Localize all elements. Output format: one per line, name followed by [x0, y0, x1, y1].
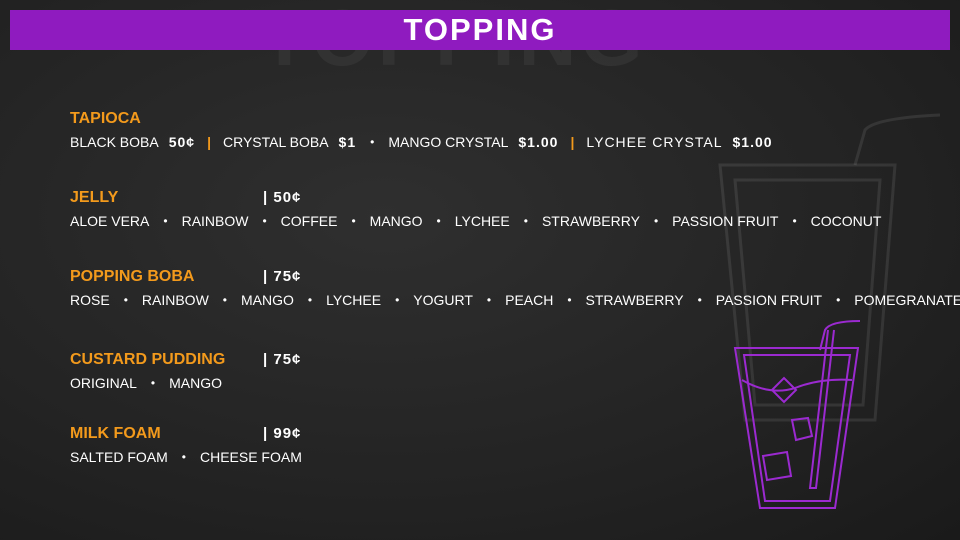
item-price: $1	[338, 134, 357, 150]
item: CRYSTAL BOBA	[222, 134, 329, 150]
item-price: $1.00	[518, 134, 559, 150]
item: MANGO CRYSTAL	[388, 134, 509, 150]
section-jelly: JELLY | 50¢ ALOE VERA • RAINBOW • COFFEE • MANG…	[70, 189, 881, 229]
item: ROSE	[70, 292, 110, 308]
item: RAINBOW	[181, 213, 249, 229]
bullet: •	[222, 293, 227, 307]
bullet: •	[370, 135, 375, 149]
category-price: | 50¢	[263, 189, 302, 206]
section-popping-boba: POPPING BOBA | 75¢ ROSE • RAINBOW • MANGO • LYC…	[70, 268, 960, 308]
category-title: POPPING BOBA	[70, 268, 195, 285]
drink-glass-outline-icon	[718, 113, 941, 422]
item: YOGURT	[413, 292, 473, 308]
bullet: •	[436, 214, 441, 228]
category-price: | 75¢	[263, 351, 302, 368]
category-title: CUSTARD PUDDING	[70, 351, 226, 368]
item: MANGO	[369, 213, 423, 229]
item-list: ALOE VERA • RAINBOW • COFFEE • MANGO • LYCHEE • ST…	[70, 213, 881, 229]
bullet: •	[792, 214, 797, 228]
bullet: •	[523, 214, 528, 228]
item: LYCHEE	[454, 213, 510, 229]
section-milk-foam: MILK FOAM | 99¢ SALTED FOAM • CHEESE FOAM	[70, 425, 302, 465]
item: BLACK BOBA	[70, 134, 159, 150]
category-price: | 75¢	[263, 268, 302, 285]
item: LYCHEE CRYSTAL	[586, 134, 723, 150]
item: PASSION FRUIT	[672, 213, 779, 229]
bullet: •	[307, 293, 313, 307]
bullet: •	[181, 450, 186, 464]
item-list: ORIGINAL • MANGO	[70, 375, 301, 391]
item: COCONUT	[810, 213, 882, 229]
bullet: •	[836, 293, 841, 307]
bullet: •	[697, 293, 702, 307]
bullet: •	[163, 214, 168, 228]
item-price: $1.00	[732, 134, 773, 150]
divider: |	[207, 134, 211, 150]
category-price: | 99¢	[263, 425, 302, 442]
bullet: •	[653, 214, 659, 228]
item: STRAWBERRY	[585, 292, 684, 308]
item: SALTED FOAM	[70, 449, 168, 465]
bullet: •	[123, 293, 128, 307]
category-title: MILK FOAM	[70, 425, 161, 442]
bullet: •	[351, 214, 356, 228]
divider: |	[570, 134, 575, 150]
item: RAINBOW	[141, 292, 209, 308]
page-title: TOPPING	[403, 12, 557, 47]
category-title: JELLY	[70, 189, 119, 206]
item-list: ROSE • RAINBOW • MANGO • LYCHEE • YOGURT • PEACH • S…	[70, 292, 960, 308]
item: MANGO	[240, 292, 294, 308]
item: PEACH	[505, 292, 554, 308]
item: POMEGRANATE	[854, 292, 960, 308]
section-custard-pudding: CUSTARD PUDDING | 75¢ ORIGINAL • MANGO	[70, 351, 301, 391]
item-price: 50¢	[168, 134, 196, 150]
bullet: •	[567, 293, 572, 307]
item-list: SALTED FOAM • CHEESE FOAM	[70, 449, 302, 465]
item: ALOE VERA	[70, 213, 150, 229]
item: STRAWBERRY	[541, 213, 640, 229]
bullet: •	[486, 293, 492, 307]
bullet: •	[395, 293, 400, 307]
section-tapioca: TAPIOCA BLACK BOBA 50¢ | CRYSTAL BOBA $1 •…	[70, 110, 773, 150]
drink-glass-neon-icon	[733, 320, 861, 509]
item: MANGO	[169, 375, 222, 391]
item: CHEESE FOAM	[199, 449, 302, 465]
bullet: •	[150, 376, 156, 390]
bullet: •	[262, 214, 267, 228]
item: COFFEE	[280, 213, 338, 229]
item: LYCHEE	[326, 292, 382, 308]
item: PASSION FRUIT	[715, 292, 823, 308]
category-title: TAPIOCA	[70, 110, 141, 127]
title-banner: TOPPING	[10, 10, 950, 50]
item: ORIGINAL	[70, 375, 137, 391]
